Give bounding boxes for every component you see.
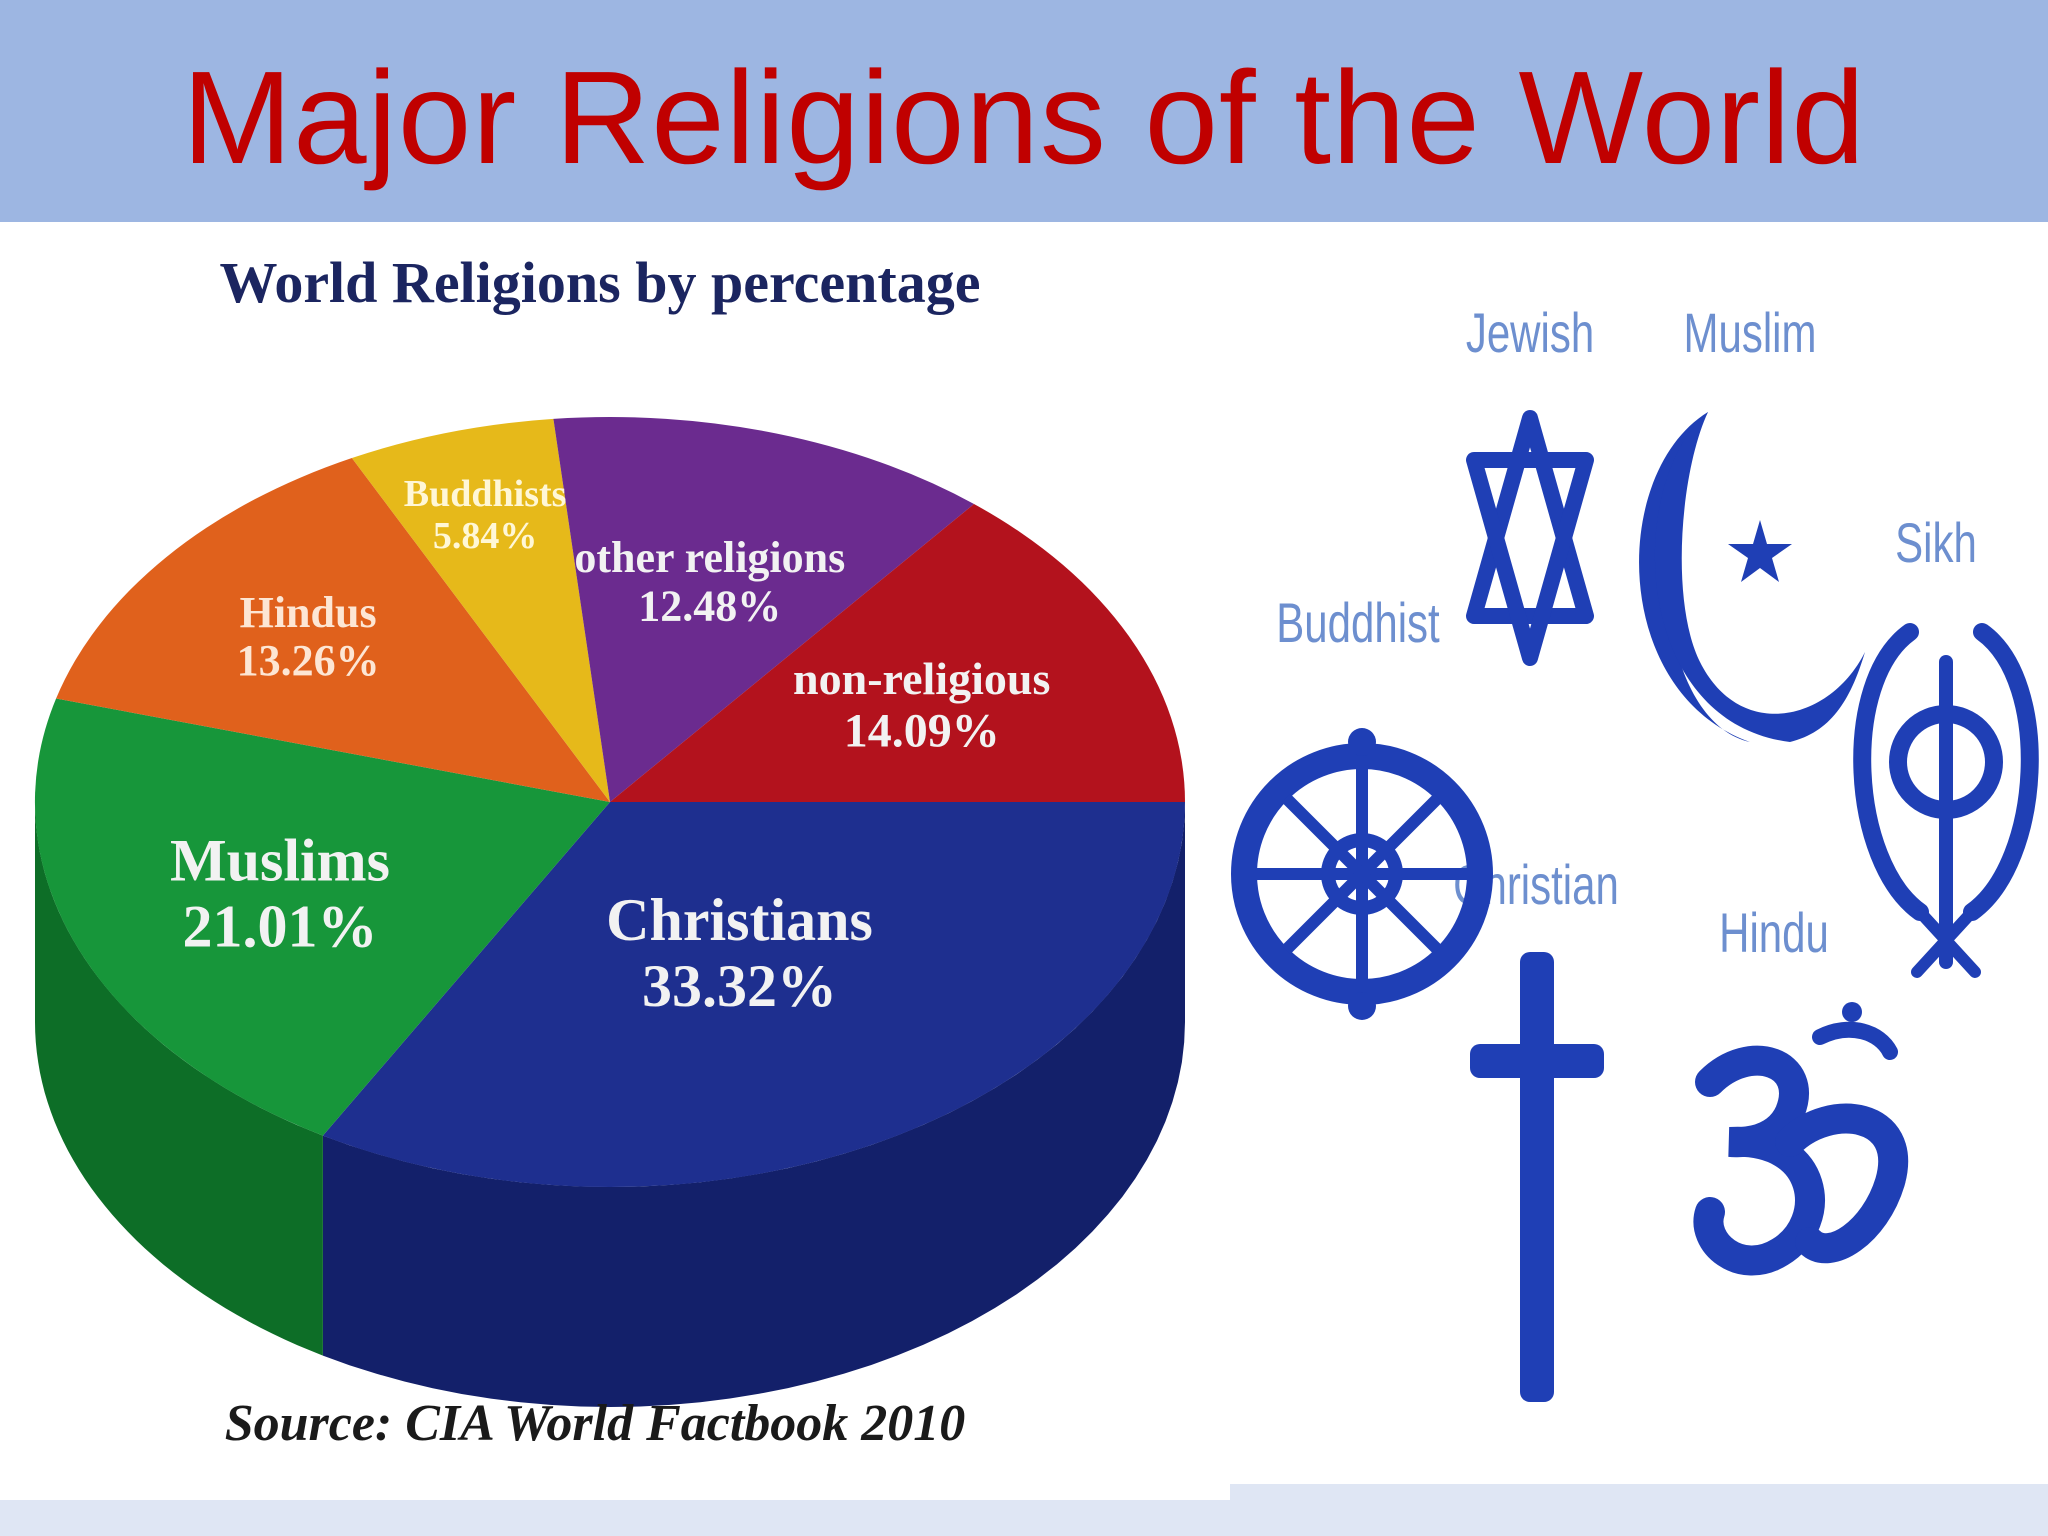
pie-value-christians: 33.32%: [642, 953, 837, 1019]
jewish-label: Jewish: [1466, 302, 1594, 364]
dharma-wheel-icon: [1231, 728, 1493, 1020]
pie-label-buddhists: Buddhists: [404, 473, 567, 515]
pie-label-christians: Christians: [606, 887, 873, 953]
pie-sides: [35, 802, 1185, 1407]
pie-value-hindus: 13.26%: [237, 636, 380, 685]
buddhist-label: Buddhist: [1276, 592, 1440, 654]
khanda-icon: [1853, 623, 2039, 978]
chart-title: World Religions by percentage: [220, 250, 981, 315]
star-of-david-icon: [1466, 410, 1594, 666]
pie-side-muslims: [35, 802, 323, 1356]
om-icon: [1693, 1002, 1908, 1276]
pie-label-non-religious: non-religious: [793, 653, 1050, 704]
pie-slice-buddhists: [351, 418, 610, 802]
crescent-and-star-icon: [1639, 412, 1865, 742]
pie-label-muslims: Muslims: [170, 827, 390, 893]
cross-icon: [1470, 952, 1604, 1402]
pie-slice-muslims: [34, 698, 610, 1136]
pie-slices: [34, 417, 1185, 1188]
pie-value-muslims: 21.01%: [183, 893, 378, 959]
footer-band-right: [1230, 1484, 2048, 1500]
title-band: [0, 0, 2048, 222]
slide-title: Major Religions of the World: [182, 44, 1866, 191]
pie-value-non-religious: 14.09%: [844, 704, 1000, 757]
footer-band: [0, 1500, 2048, 1536]
pie-label-other-religions: other religions: [574, 533, 845, 582]
pie-chart: World Religions by percentage Christians…: [34, 250, 1185, 1452]
chart-source: Source: CIA World Factbook 2010: [225, 1395, 966, 1452]
sikh-label: Sikh: [1895, 512, 1977, 574]
muslim-label: Muslim: [1684, 302, 1817, 364]
pie-slice-non-religious: [610, 504, 1185, 802]
pie-label-hindus: Hindus: [240, 588, 377, 637]
pie-slice-christians: [322, 802, 1185, 1188]
religion-symbols: Jewish Muslim Sikh Buddhist Christian Hi…: [1231, 302, 2039, 1402]
pie-value-buddhists: 5.84%: [433, 515, 538, 557]
pie-side-christians: [322, 802, 1185, 1407]
pie-value-other-religions: 12.48%: [638, 582, 781, 631]
pie-slice-hindus: [56, 458, 611, 802]
pie-slice-other-religions: [553, 417, 974, 802]
hindu-label: Hindu: [1719, 902, 1829, 964]
